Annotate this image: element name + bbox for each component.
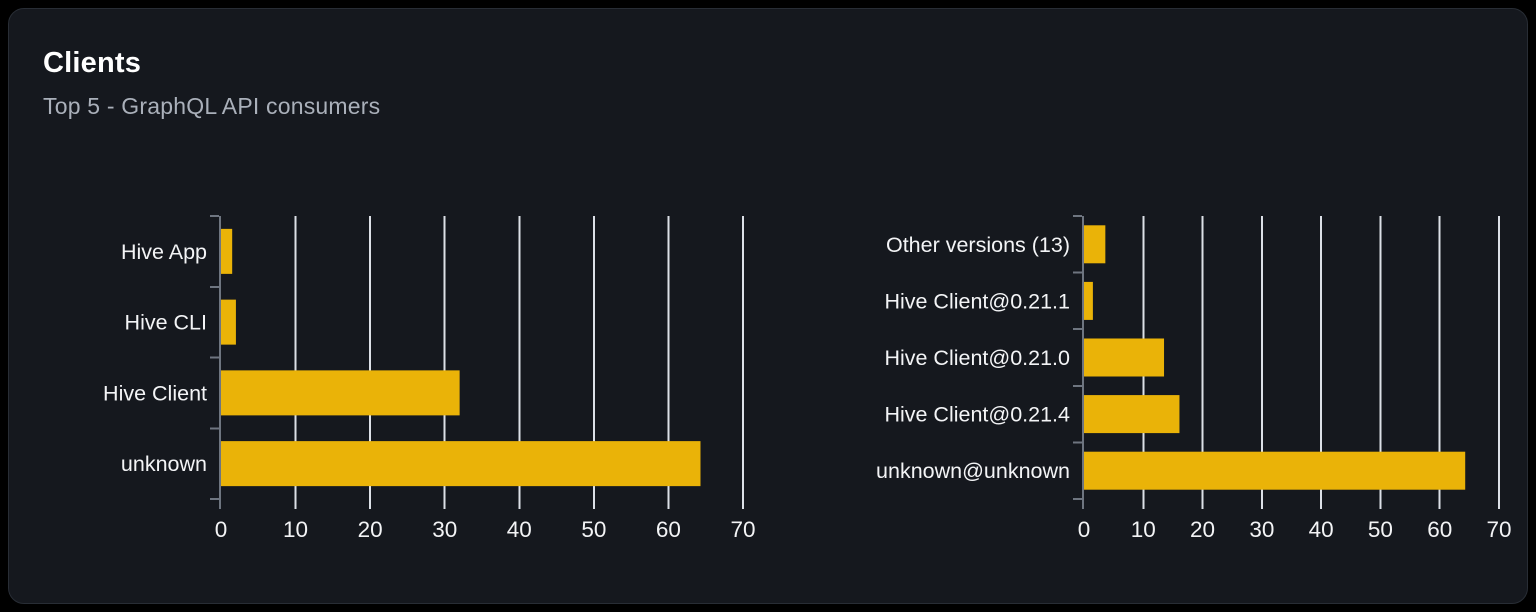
x-tick-label: 40 [1309,517,1334,542]
category-label: Hive App [121,240,207,264]
x-tick-label: 60 [656,517,681,542]
bar [1084,395,1180,434]
category-label: Hive Client [103,381,207,405]
category-label: Other versions (13) [886,233,1070,257]
card-subtitle: Top 5 - GraphQL API consumers [43,93,381,119]
bar [1084,225,1106,264]
x-tick-label: 70 [1486,517,1511,542]
x-tick-label: 30 [432,517,457,542]
x-tick-label: 20 [1190,517,1215,542]
clients-by-version-bar-chart: Other versions (13) Hive Client@0.21.1 Hiv… [876,215,1512,542]
bar [1084,451,1466,490]
bar [221,299,236,345]
bar [1084,338,1165,377]
x-tick-label: 0 [1078,517,1091,542]
x-tick-label: 0 [215,517,228,542]
category-label: unknown [121,452,207,476]
category-label: Hive Client@0.21.1 [884,289,1070,313]
x-tick-label: 50 [1368,517,1393,542]
card-header: Clients Top 5 - GraphQL API consumers [43,47,380,120]
card-title: Clients [43,47,142,79]
category-label: Hive Client@0.21.0 [884,346,1070,370]
clients-card: Clients Top 5 - GraphQL API consumers Hi… [8,8,1528,604]
x-tick-label: 50 [581,517,606,542]
x-tick-label: 40 [507,517,532,542]
category-label: Hive CLI [125,311,207,335]
bar [221,228,233,274]
x-tick-label: 10 [283,517,308,542]
category-label: Hive Client@0.21.4 [884,403,1070,427]
x-tick-label: 10 [1131,517,1156,542]
bar [221,441,701,487]
clients-by-name-bar-chart: Hive App Hive CLI Hive Client unknown 0 10 20 3… [103,215,756,542]
x-tick-label: 70 [730,517,755,542]
x-tick-label: 30 [1249,517,1274,542]
x-tick-label: 60 [1427,517,1452,542]
x-tick-label: 20 [358,517,383,542]
bar [221,370,460,416]
bar [1084,281,1093,320]
category-label: unknown@unknown [876,459,1070,483]
